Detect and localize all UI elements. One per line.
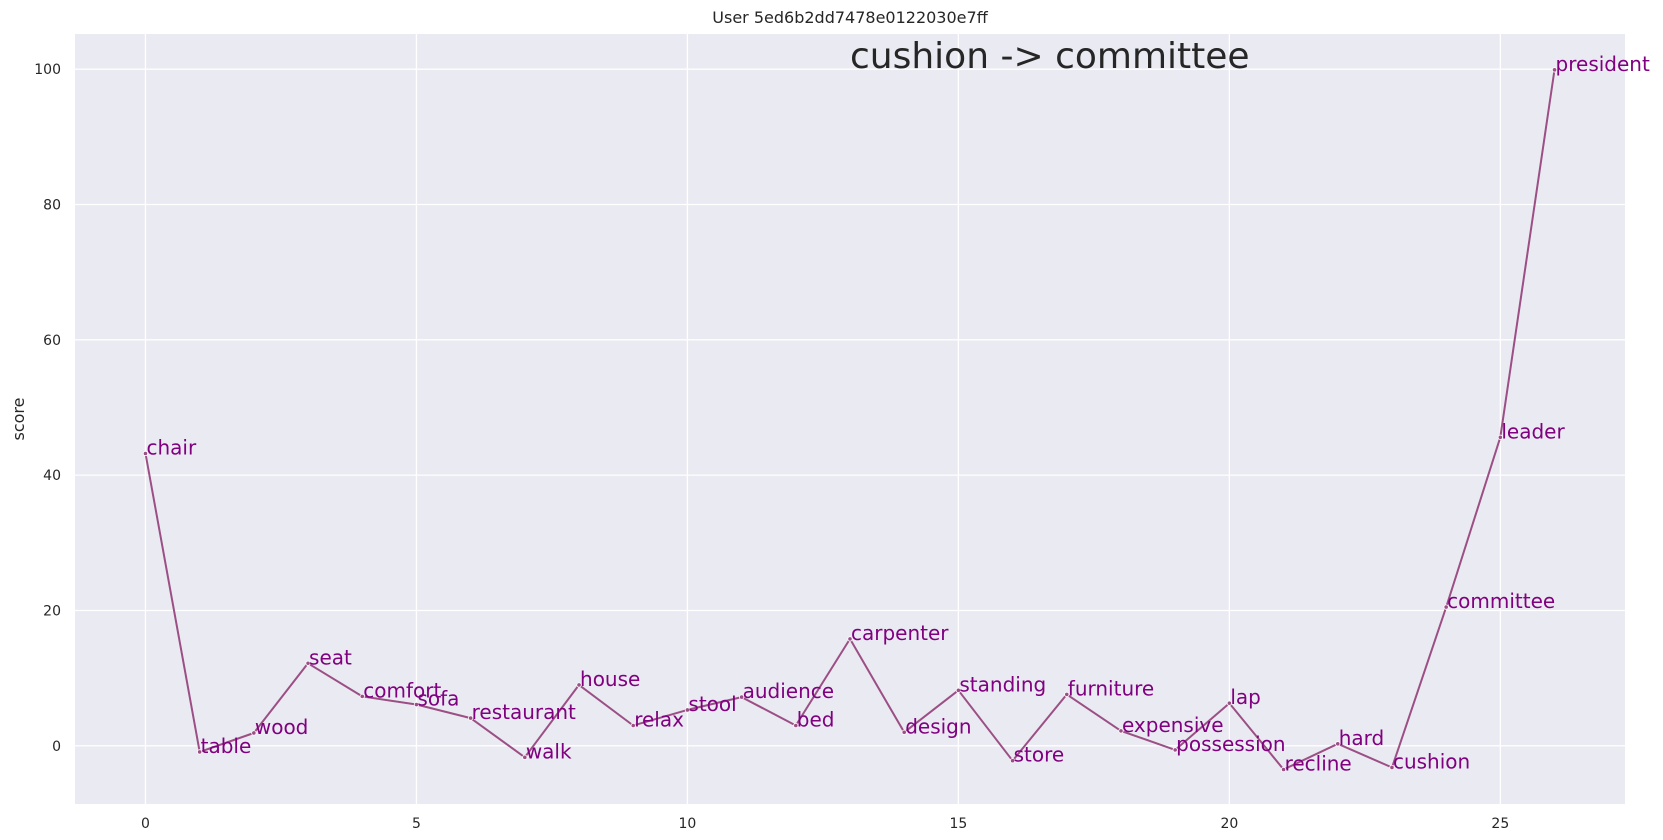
data-points — [142, 67, 1558, 773]
point-label: possession — [1176, 732, 1285, 756]
point-label: audience — [743, 679, 834, 703]
point-label: stool — [688, 692, 736, 716]
point-label: relax — [634, 708, 684, 732]
x-tick-label: 25 — [1491, 816, 1509, 832]
data-point — [1172, 747, 1178, 753]
point-label: table — [201, 734, 252, 758]
point-label: house — [580, 667, 640, 691]
point-label: store — [1014, 743, 1065, 767]
plot-background — [75, 34, 1625, 804]
point-label: standing — [959, 672, 1046, 696]
point-label: recline — [1285, 751, 1352, 775]
data-point — [1226, 700, 1232, 706]
data-point — [1118, 728, 1124, 734]
data-point — [142, 450, 149, 457]
point-label: expensive — [1122, 713, 1224, 737]
data-point — [1280, 766, 1287, 773]
data-point — [1009, 758, 1016, 764]
data-point — [1335, 741, 1341, 747]
y-tick-label: 40 — [43, 468, 61, 484]
x-tick-label: 10 — [678, 816, 696, 832]
data-point — [468, 715, 474, 721]
x-tick-label: 15 — [949, 816, 967, 832]
data-point — [305, 660, 311, 666]
x-tick-label: 20 — [1220, 816, 1238, 832]
data-point — [684, 707, 691, 713]
point-label: chair — [146, 436, 196, 460]
chart-annotation: cushion -> committee — [850, 36, 1250, 77]
data-point — [1497, 434, 1503, 440]
data-point — [522, 754, 528, 760]
y-tick-label: 0 — [52, 739, 61, 755]
data-point — [197, 749, 203, 755]
data-point — [847, 636, 853, 642]
grid-lines — [75, 34, 1625, 804]
point-label: furniture — [1068, 676, 1154, 700]
point-label: comfort — [363, 678, 441, 702]
data-point — [576, 682, 582, 688]
point-label: seat — [309, 645, 352, 669]
data-point — [251, 730, 257, 736]
point-label: leader — [1501, 419, 1565, 443]
point-label: carpenter — [851, 621, 949, 645]
x-tick-label: 5 — [412, 816, 421, 832]
data-point — [955, 687, 961, 693]
y-axis-title: score — [9, 398, 28, 441]
data-point — [630, 722, 636, 729]
y-tick-label: 80 — [43, 198, 61, 214]
point-label: restaurant — [472, 700, 576, 724]
point-label: cushion — [1393, 749, 1470, 773]
data-point — [793, 722, 799, 729]
point-label: president — [1556, 52, 1650, 76]
point-label: walk — [526, 739, 572, 763]
point-label: sofa — [417, 687, 459, 711]
data-point — [359, 693, 365, 700]
point-label: wood — [255, 715, 309, 739]
chart-title: User 5ed6b2dd7478e0122030e7ff — [712, 8, 988, 27]
point-label: hard — [1339, 726, 1385, 750]
point-label: bed — [797, 708, 835, 732]
data-point — [1443, 604, 1449, 610]
y-tick-label: 60 — [43, 333, 61, 349]
y-tick-label: 100 — [34, 62, 61, 78]
point-label: committee — [1447, 589, 1555, 613]
data-point — [1064, 691, 1070, 697]
data-point — [413, 701, 420, 708]
data-point — [1389, 764, 1395, 771]
y-tick-label: 20 — [43, 603, 61, 619]
axis-ticks: 0 5 10 15 20 25 0 20 40 60 80 100 — [34, 62, 1509, 832]
data-point — [739, 694, 745, 700]
data-point — [901, 729, 907, 735]
point-label: design — [905, 714, 971, 738]
point-label: lap — [1230, 685, 1261, 709]
x-tick-label: 0 — [141, 816, 150, 832]
data-point — [1551, 67, 1558, 73]
